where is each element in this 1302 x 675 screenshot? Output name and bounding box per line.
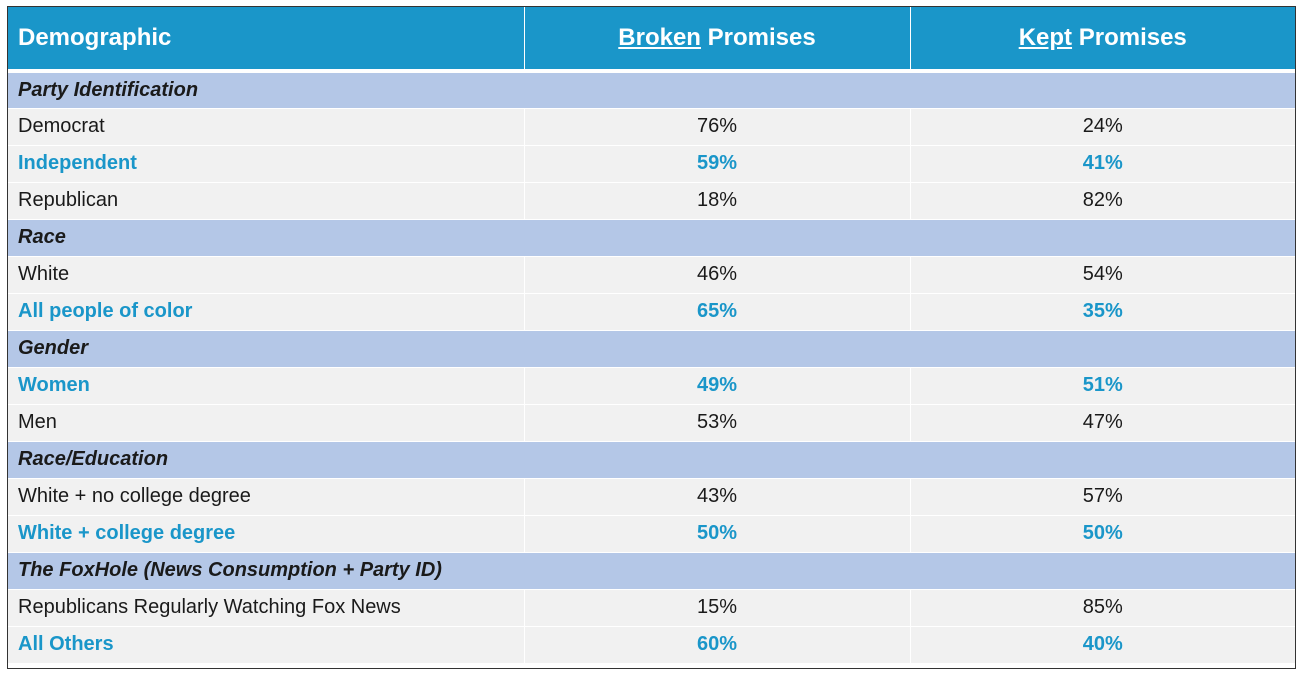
kept-value: 57% bbox=[910, 478, 1295, 516]
table-row: Democrat 76% 24% bbox=[8, 108, 1295, 146]
broken-value: 50% bbox=[524, 515, 911, 553]
table-header-row: Demographic Broken Promises Kept Promise… bbox=[8, 7, 1295, 73]
broken-value: 46% bbox=[524, 256, 911, 294]
row-label: Democrat bbox=[8, 108, 525, 146]
table-row: Republican 18% 82% bbox=[8, 182, 1295, 220]
kept-value: 40% bbox=[910, 626, 1295, 664]
header-demographic-label: Demographic bbox=[18, 24, 172, 51]
broken-value: 15% bbox=[524, 589, 911, 627]
row-label: White + no college degree bbox=[8, 478, 525, 516]
broken-value: 18% bbox=[524, 182, 911, 220]
row-label: White bbox=[8, 256, 525, 294]
section-title: Gender bbox=[8, 330, 1295, 368]
kept-value: 35% bbox=[910, 293, 1295, 331]
table-row: White + no college degree 43% 57% bbox=[8, 478, 1295, 516]
table-body: Party Identification Democrat 76% 24% Indepe… bbox=[8, 71, 1295, 664]
broken-value: 65% bbox=[524, 293, 911, 331]
section-row: Race bbox=[8, 219, 1295, 257]
header-kept-rest: Promises bbox=[1072, 24, 1187, 51]
table-row: All Others 60% 40% bbox=[8, 626, 1295, 664]
kept-value: 47% bbox=[910, 404, 1295, 442]
table-row: Republicans Regularly Watching Fox News 1… bbox=[8, 589, 1295, 627]
kept-value: 41% bbox=[910, 145, 1295, 183]
section-title: Race/Education bbox=[8, 441, 1295, 479]
table-row: All people of color 65% 35% bbox=[8, 293, 1295, 331]
section-title: The FoxHole (News Consumption + Party ID… bbox=[8, 552, 1295, 590]
section-row: Gender bbox=[8, 330, 1295, 368]
kept-value: 51% bbox=[910, 367, 1295, 405]
table-row: Independent 59% 41% bbox=[8, 145, 1295, 183]
row-label: Republicans Regularly Watching Fox News bbox=[8, 589, 525, 627]
results-table-container: Demographic Broken Promises Kept Promise… bbox=[7, 6, 1296, 669]
table-row: White 46% 54% bbox=[8, 256, 1295, 294]
section-row: Race/Education bbox=[8, 441, 1295, 479]
header-kept-underlined: Kept bbox=[1018, 24, 1073, 51]
header-broken-rest: Promises bbox=[700, 24, 816, 51]
header-broken-promises: Broken Promises bbox=[524, 7, 911, 73]
section-title: Party Identification bbox=[8, 71, 1295, 109]
kept-value: 82% bbox=[910, 182, 1295, 220]
broken-value: 49% bbox=[524, 367, 911, 405]
section-title: Race bbox=[8, 219, 1295, 257]
kept-value: 85% bbox=[910, 589, 1295, 627]
row-label: All people of color bbox=[8, 293, 525, 331]
broken-value: 59% bbox=[524, 145, 911, 183]
row-label: Independent bbox=[8, 145, 525, 183]
row-label: White + college degree bbox=[8, 515, 525, 553]
broken-value: 53% bbox=[524, 404, 911, 442]
header-broken-underlined: Broken bbox=[618, 24, 701, 51]
kept-value: 50% bbox=[910, 515, 1295, 553]
broken-value: 76% bbox=[524, 108, 911, 146]
table-row: Women 49% 51% bbox=[8, 367, 1295, 405]
broken-value: 43% bbox=[524, 478, 911, 516]
row-label: All Others bbox=[8, 626, 525, 664]
row-label: Republican bbox=[8, 182, 525, 220]
kept-value: 54% bbox=[910, 256, 1295, 294]
kept-value: 24% bbox=[910, 108, 1295, 146]
broken-value: 60% bbox=[524, 626, 911, 664]
header-demographic: Demographic bbox=[8, 7, 525, 73]
header-kept-promises: Kept Promises bbox=[910, 7, 1295, 73]
table-row: White + college degree 50% 50% bbox=[8, 515, 1295, 553]
section-row: Party Identification bbox=[8, 71, 1295, 109]
results-table: Demographic Broken Promises Kept Promise… bbox=[8, 7, 1295, 664]
row-label: Women bbox=[8, 367, 525, 405]
table-row: Men 53% 47% bbox=[8, 404, 1295, 442]
section-row: The FoxHole (News Consumption + Party ID… bbox=[8, 552, 1295, 590]
row-label: Men bbox=[8, 404, 525, 442]
